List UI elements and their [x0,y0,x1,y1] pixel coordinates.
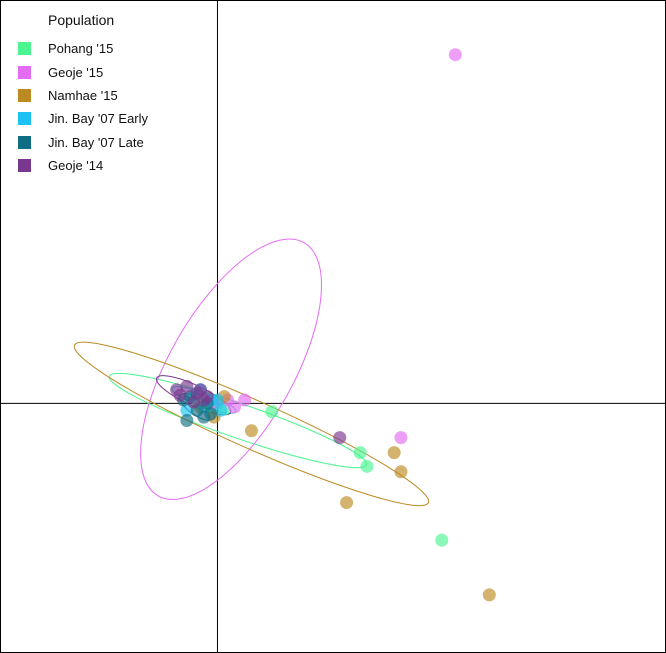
legend-label: Jin. Bay '07 Late [48,134,144,150]
legend-label: Pohang '15 [48,41,114,57]
legend: Population Pohang '15 Geoje '15 Namhae '… [18,12,148,177]
points-layer [170,48,496,602]
legend-swatch [18,159,31,173]
ellipse-geoje-15 [140,238,322,500]
point-namhae-15 [387,446,401,460]
point-namhae-15 [340,496,354,510]
legend-item-pohang-15: Pohang '15 [18,37,148,60]
point-pohang-15 [265,405,279,419]
point-jin-bay-07-early [214,403,228,417]
legend-item-namhae-15: Namhae '15 [18,84,148,107]
legend-label: Jin. Bay '07 Early [48,111,149,127]
point-geoje-14 [200,390,214,404]
point-pohang-15 [353,446,367,460]
point-geoje-14 [180,379,194,393]
point-jin-bay-07-early [210,393,224,407]
point-jin-bay-07-late [204,407,218,421]
point-jin-bay-07-late [180,414,194,428]
point-geoje-15 [394,431,408,445]
point-namhae-15 [394,465,408,479]
point-geoje-14 [173,388,187,402]
legend-swatch [18,88,31,102]
point-namhae-15 [244,424,258,438]
legend-swatch [18,135,31,149]
legend-label: Geoje '15 [48,64,104,80]
point-pohang-15 [435,533,449,547]
point-geoje-15 [448,48,462,62]
legend-swatch [18,42,31,56]
legend-swatch [18,112,31,126]
legend-item-jin-bay-07-early: Jin. Bay '07 Early [18,107,148,130]
ellipse-namhae-15 [73,341,430,507]
legend-label: Namhae '15 [48,87,118,103]
point-geoje-15 [238,393,252,407]
legend-item-geoje-14: Geoje '14 [18,154,148,177]
point-geoje-14 [187,395,201,409]
point-namhae-15 [482,588,496,602]
point-geoje-14 [333,431,347,445]
legend-item-jin-bay-07-late: Jin. Bay '07 Late [18,131,148,154]
legend-title: Population [48,12,115,28]
legend-swatch [18,65,31,79]
legend-label: Geoje '14 [48,158,104,174]
point-pohang-15 [360,459,374,473]
legend-item-geoje-15: Geoje '15 [18,60,148,83]
